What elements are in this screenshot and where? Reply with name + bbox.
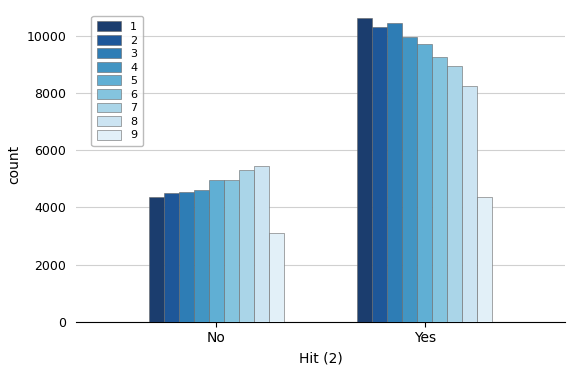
Y-axis label: count: count xyxy=(7,145,21,184)
X-axis label: Hit (2): Hit (2) xyxy=(299,351,343,365)
Bar xyxy=(149,197,164,322)
Bar xyxy=(477,197,492,322)
Bar xyxy=(462,86,477,322)
Bar xyxy=(224,180,239,322)
Legend: 1, 2, 3, 4, 5, 6, 7, 8, 9: 1, 2, 3, 4, 5, 6, 7, 8, 9 xyxy=(92,16,143,146)
Bar xyxy=(402,37,417,322)
Bar xyxy=(164,193,179,322)
Bar xyxy=(372,27,387,322)
Bar xyxy=(417,44,432,322)
Bar xyxy=(432,57,447,322)
Bar xyxy=(194,190,209,322)
Bar xyxy=(269,233,284,322)
Bar xyxy=(254,166,269,322)
Bar xyxy=(179,192,194,322)
Bar xyxy=(358,18,372,322)
Bar xyxy=(209,180,224,322)
Bar xyxy=(239,170,254,322)
Bar xyxy=(447,65,462,322)
Bar xyxy=(387,23,402,322)
